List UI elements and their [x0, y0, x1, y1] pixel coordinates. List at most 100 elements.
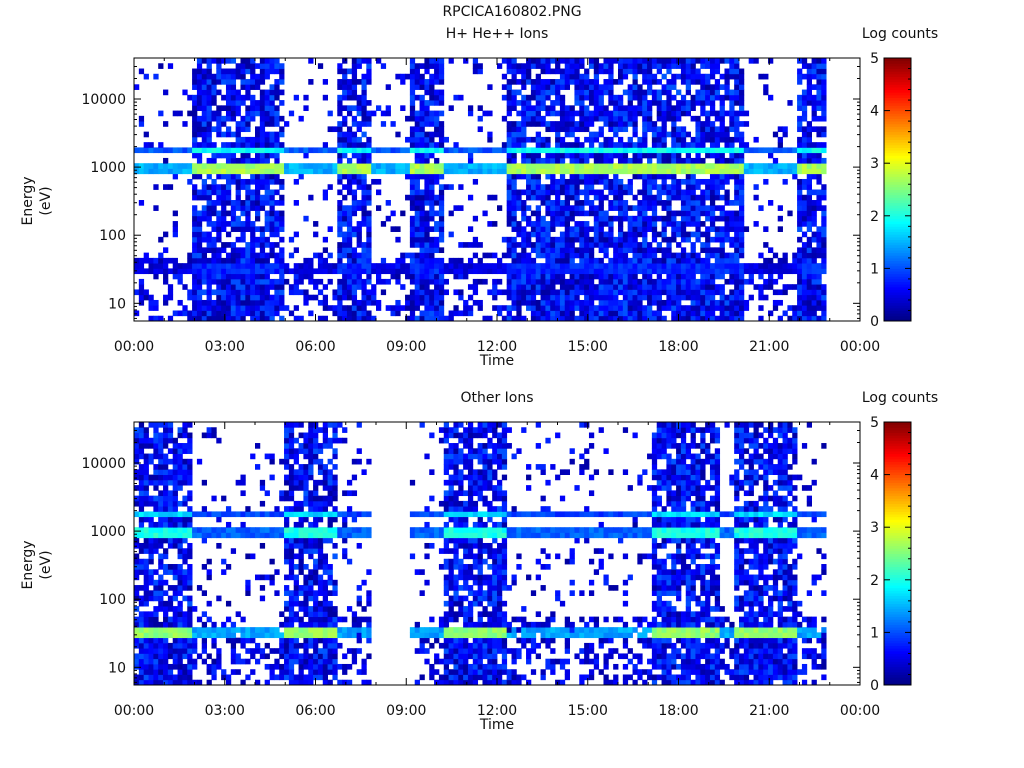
- heatmap-cell: [724, 294, 730, 301]
- heatmap-cell: [753, 163, 759, 169]
- heatmap-cell: [153, 621, 159, 628]
- heatmap-cell: [337, 247, 343, 254]
- heatmap-cell: [438, 268, 445, 275]
- heatmap-cell: [584, 163, 590, 169]
- heatmap-cell: [584, 184, 590, 190]
- heatmap-cell: [690, 136, 696, 143]
- heatmap-cell: [685, 194, 691, 201]
- heatmap-cell: [216, 268, 222, 275]
- heatmap-cell: [526, 63, 532, 69]
- heatmap-cell: [201, 215, 207, 222]
- heatmap-cell: [163, 611, 169, 618]
- heatmap-cell: [279, 289, 285, 296]
- heatmap-cell: [647, 115, 653, 122]
- heatmap-cell: [511, 299, 517, 306]
- heatmap-cell: [598, 100, 604, 106]
- heatmap-cell: [729, 110, 735, 117]
- heatmap-cell: [134, 627, 140, 633]
- heatmap-cell: [530, 221, 537, 227]
- heatmap-cell: [167, 521, 174, 528]
- heatmap-cell: [380, 147, 387, 154]
- heatmap-cell: [559, 247, 566, 254]
- heatmap-cell: [405, 163, 411, 169]
- heatmap-cell: [651, 299, 658, 306]
- heatmap-cell: [656, 79, 662, 85]
- heatmap-cell: [172, 231, 178, 238]
- heatmap-cell: [269, 163, 275, 169]
- heatmap-cell: [414, 73, 420, 80]
- heatmap-cell: [172, 642, 178, 649]
- heatmap-cell: [593, 215, 600, 222]
- heatmap-cell: [240, 284, 246, 290]
- heatmap-cell: [676, 189, 682, 196]
- heatmap-cell: [588, 210, 595, 217]
- heatmap-cell: [196, 157, 203, 164]
- heatmap-cell: [661, 100, 667, 106]
- heatmap-cell: [588, 63, 595, 69]
- heatmap-cell: [351, 142, 358, 148]
- heatmap-cell: [618, 273, 624, 280]
- heatmap-cell: [177, 310, 183, 317]
- heatmap-cell: [550, 284, 556, 290]
- heatmap-cell: [511, 157, 517, 164]
- heatmap-cell: [225, 289, 232, 296]
- heatmap-cell: [405, 252, 411, 259]
- heatmap-cell: [618, 289, 624, 296]
- heatmap-cell: [647, 63, 653, 69]
- heatmap-cell: [559, 173, 566, 180]
- heatmap-cell: [492, 194, 498, 201]
- heatmap-cell: [356, 242, 362, 248]
- heatmap-cell: [201, 178, 207, 185]
- heatmap-cell: [216, 236, 222, 243]
- heatmap-cell: [801, 163, 808, 169]
- heatmap-cell: [138, 558, 145, 565]
- heatmap-cell: [201, 84, 207, 90]
- heatmap-cell: [419, 84, 425, 90]
- heatmap-cell: [685, 100, 691, 106]
- heatmap-cell: [264, 168, 270, 175]
- heatmap-cell: [734, 315, 740, 322]
- heatmap-cell: [540, 284, 546, 290]
- colorbar-segment: [884, 155, 911, 159]
- heatmap-cell: [269, 131, 275, 138]
- heatmap-cell: [356, 299, 362, 306]
- heatmap-cell: [221, 221, 227, 227]
- heatmap-cell: [569, 105, 575, 111]
- heatmap-cell: [545, 247, 551, 254]
- heatmap-cell: [622, 205, 629, 211]
- heatmap-cell: [148, 305, 154, 311]
- heatmap-cell: [685, 178, 691, 185]
- heatmap-cell: [801, 147, 808, 154]
- heatmap-cell: [787, 315, 793, 322]
- heatmap-cell: [429, 263, 435, 269]
- heatmap-cell: [782, 252, 788, 259]
- heatmap-cell: [666, 105, 672, 111]
- heatmap-cell: [158, 168, 164, 175]
- heatmap-cell: [709, 94, 716, 101]
- heatmap-cell: [400, 210, 406, 217]
- heatmap-cell: [579, 94, 585, 101]
- heatmap-cell: [288, 310, 295, 317]
- heatmap-cell: [579, 242, 585, 248]
- heatmap-cell: [637, 189, 643, 196]
- heatmap-cell: [603, 273, 609, 280]
- heatmap-cell: [695, 100, 701, 106]
- heatmap-cell: [695, 315, 701, 322]
- heatmap-cell: [685, 89, 691, 96]
- heatmap-cell: [627, 105, 633, 111]
- heatmap-cell: [729, 63, 735, 69]
- heatmap-cell: [734, 178, 740, 185]
- heatmap-cell: [405, 305, 411, 311]
- heatmap-cell: [419, 157, 425, 164]
- heatmap-cell: [148, 521, 154, 528]
- heatmap-cell: [714, 126, 721, 133]
- heatmap-cell: [419, 194, 425, 201]
- heatmap-cell: [414, 157, 420, 164]
- heatmap-cell: [201, 278, 207, 285]
- heatmap-cell: [438, 263, 445, 269]
- heatmap-cell: [259, 294, 266, 301]
- heatmap-cell: [293, 268, 299, 275]
- heatmap-cell: [574, 294, 580, 301]
- heatmap-cell: [138, 516, 145, 523]
- heatmap-cell: [235, 294, 241, 301]
